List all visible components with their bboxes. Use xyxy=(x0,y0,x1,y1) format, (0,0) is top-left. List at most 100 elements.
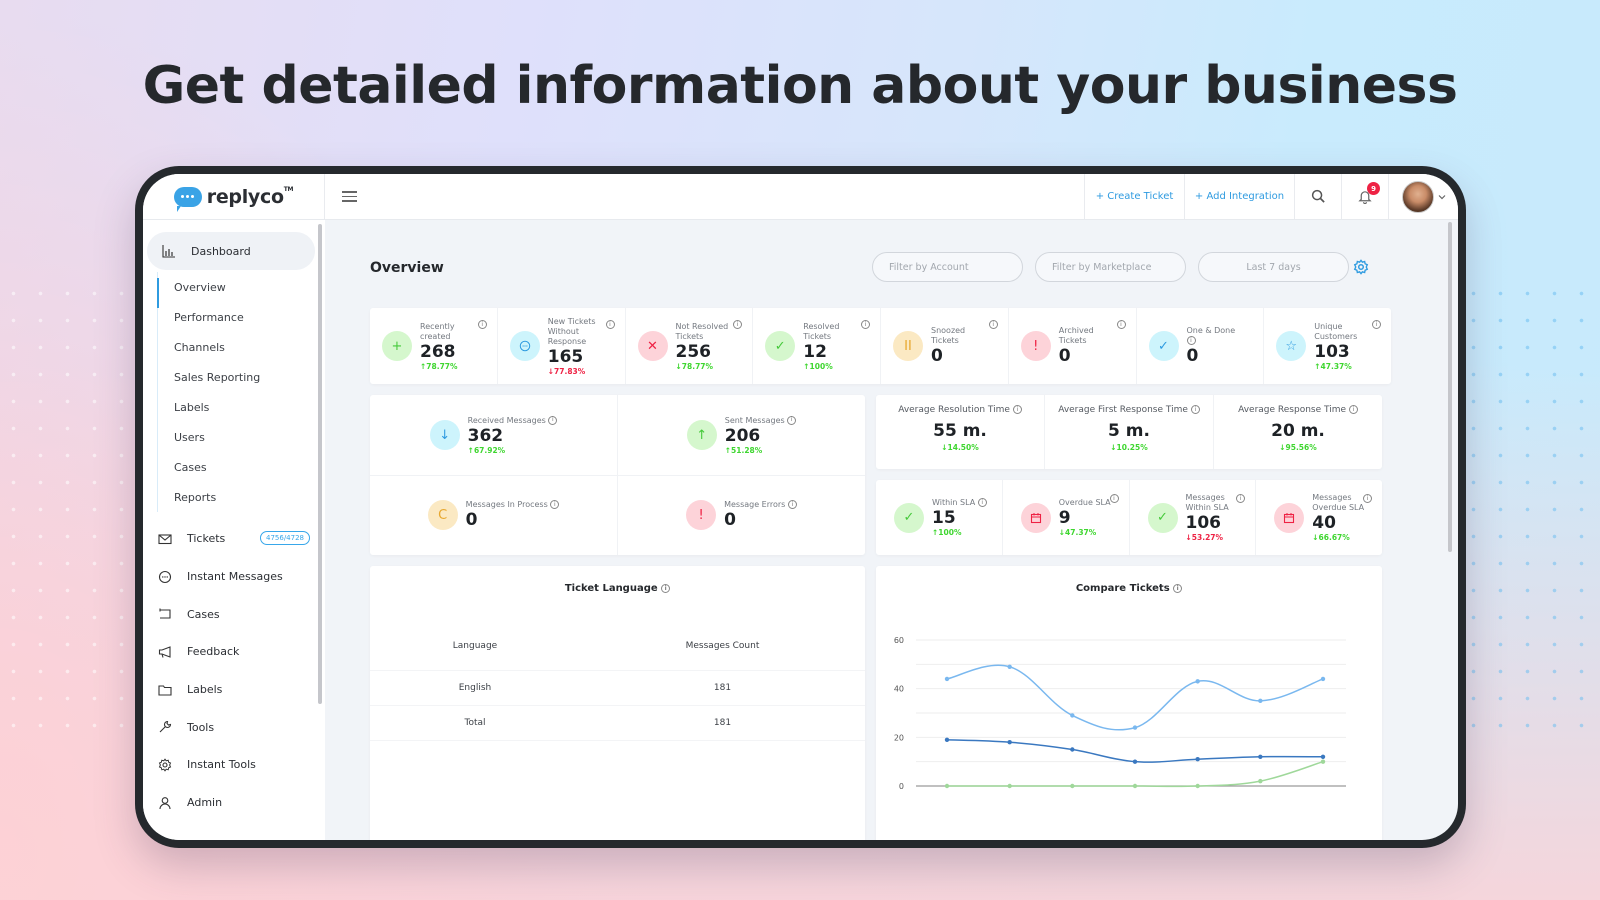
info-icon[interactable]: i xyxy=(1372,320,1381,329)
filter-by-marketplace[interactable]: Filter by Marketplace xyxy=(1035,252,1186,282)
sidebar-item-cases[interactable]: Cases xyxy=(174,460,207,474)
gear-icon xyxy=(158,758,172,772)
sidebar-scrollbar[interactable] xyxy=(318,224,322,704)
tickets-count-badge: 4756/4728 xyxy=(260,531,310,545)
sidebar-item-channels[interactable]: Channels xyxy=(174,340,225,354)
info-icon[interactable]: i xyxy=(1109,494,1119,503)
app-screen: replycoTM + Create Ticket + Add Integrat… xyxy=(143,174,1458,840)
wrench-icon xyxy=(159,721,172,733)
sidebar: Dashboard Overview Performance Channels … xyxy=(143,220,325,840)
info-icon[interactable]: i xyxy=(1186,336,1196,345)
brand-logo[interactable]: replycoTM xyxy=(143,174,325,219)
main-content: Overview Filter by Account Filter by Mar… xyxy=(325,220,1458,840)
sidebar-item-labels[interactable]: Labels xyxy=(174,400,210,414)
svg-text:60: 60 xyxy=(894,636,904,645)
sidebar-item-users[interactable]: Users xyxy=(174,430,205,444)
check-icon: ✓ xyxy=(1148,331,1179,361)
hamburger-icon[interactable] xyxy=(325,174,373,219)
dashboard-submenu: Overview Performance Channels Sales Repo… xyxy=(156,272,261,512)
info-icon[interactable]: i xyxy=(787,500,797,509)
sidebar-item-label: Labels xyxy=(187,683,223,697)
chevron-down-icon xyxy=(1438,194,1445,199)
sidebar-item-label: Instant Messages xyxy=(187,570,283,584)
sidebar-item-sales-reporting[interactable]: Sales Reporting xyxy=(174,370,261,384)
megaphone-icon xyxy=(158,646,171,658)
compare-tickets-card: Compare Tickets i 0 20 40 60 xyxy=(876,566,1382,840)
info-icon[interactable]: i xyxy=(861,320,870,329)
sidebar-item-label: Cases xyxy=(187,607,220,621)
column-header-language[interactable]: Language xyxy=(370,622,580,671)
ticket-language-card: Ticket Language i Language Messages Coun… xyxy=(370,566,865,840)
stat-messages-in-process: C Messages In Process i 0 xyxy=(370,475,617,555)
sidebar-item-performance[interactable]: Performance xyxy=(174,310,244,324)
info-icon[interactable]: i xyxy=(1363,494,1372,503)
table-row: English 181 xyxy=(370,670,865,706)
device-frame: replycoTM + Create Ticket + Add Integrat… xyxy=(135,166,1466,848)
sidebar-item-cases-main[interactable]: Cases xyxy=(143,595,318,633)
sidebar-item-labels-main[interactable]: Labels xyxy=(143,671,318,709)
sidebar-item-admin[interactable]: Admin xyxy=(143,784,318,822)
sidebar-item-label: Tickets xyxy=(187,532,226,546)
info-icon[interactable]: i xyxy=(988,320,998,329)
info-icon[interactable]: i xyxy=(661,583,671,593)
svg-text:0: 0 xyxy=(899,782,904,791)
sidebar-item-label: Feedback xyxy=(187,645,240,659)
settings-gear-icon[interactable] xyxy=(1353,259,1369,275)
stat-avg-first-response: Average First Response Time i 5 m. ↓10.2… xyxy=(1045,395,1214,469)
compare-tickets-chart[interactable]: 0 20 40 60 xyxy=(876,606,1382,840)
sidebar-item-label: Tools xyxy=(187,720,215,734)
sidebar-item-overview[interactable]: Overview xyxy=(174,280,226,294)
info-icon[interactable]: i xyxy=(977,498,987,507)
pause-icon: II xyxy=(893,331,923,361)
svg-text:40: 40 xyxy=(894,685,904,694)
sidebar-item-reports[interactable]: Reports xyxy=(174,490,217,504)
info-icon[interactable]: i xyxy=(477,320,487,329)
sidebar-item-tickets[interactable]: Tickets 4756/4728 xyxy=(143,520,318,558)
ticket-stats-card: + Recently created 268 ↑78.77% i New Tic… xyxy=(370,308,1391,384)
active-indicator xyxy=(156,278,159,308)
column-header-messages-count[interactable]: Messages Count xyxy=(580,622,865,671)
sidebar-item-label: Dashboard xyxy=(191,244,251,258)
sidebar-item-instant-tools[interactable]: Instant Tools xyxy=(143,746,318,784)
search-button[interactable] xyxy=(1294,174,1341,219)
main-scrollbar[interactable] xyxy=(1448,222,1452,552)
mail-icon xyxy=(158,534,172,544)
average-times-card: Average Resolution Time i 55 m. ↓14.50% … xyxy=(876,395,1382,469)
notification-badge: 9 xyxy=(1367,182,1380,195)
messages-card: ↓ Received Messages i 362 ↑67.92% ↑ Sent… xyxy=(370,395,865,555)
add-integration-button[interactable]: + Add Integration xyxy=(1184,174,1294,219)
sidebar-item-instant-messages[interactable]: Instant Messages xyxy=(143,558,318,596)
sidebar-item-feedback[interactable]: Feedback xyxy=(143,633,318,671)
search-icon xyxy=(1311,189,1325,203)
stat-new-without-response: New Tickets Without Response 165 ↓77.83%… xyxy=(498,308,626,384)
arrow-down-icon: ↓ xyxy=(429,420,460,450)
info-icon[interactable]: i xyxy=(733,320,743,329)
date-range-select[interactable]: Last 7 days xyxy=(1198,252,1349,282)
info-icon[interactable]: i xyxy=(1173,583,1183,593)
bar-chart-icon xyxy=(162,245,175,258)
check-icon: ✓ xyxy=(1147,502,1178,533)
chat-bubble-icon xyxy=(509,331,540,361)
sidebar-item-dashboard[interactable]: Dashboard xyxy=(147,232,315,270)
chat-logo-icon xyxy=(173,186,202,212)
info-icon[interactable]: i xyxy=(1236,494,1246,503)
x-icon: ✕ xyxy=(637,331,668,361)
filter-by-account[interactable]: Filter by Account xyxy=(872,252,1023,282)
info-icon[interactable]: i xyxy=(1190,405,1200,414)
calendar-icon xyxy=(1274,502,1305,533)
notifications-button[interactable]: 9 xyxy=(1341,174,1388,219)
info-icon[interactable]: i xyxy=(1116,320,1126,329)
avatar xyxy=(1401,180,1434,213)
info-icon[interactable]: i xyxy=(550,500,560,509)
info-icon[interactable]: i xyxy=(1012,405,1022,414)
create-ticket-button[interactable]: + Create Ticket xyxy=(1084,174,1184,219)
stat-snoozed: II Snoozed Tickets 0 i xyxy=(881,308,1009,384)
stat-received-messages: ↓ Received Messages i 362 ↑67.92% xyxy=(370,395,617,475)
sidebar-item-tools[interactable]: Tools xyxy=(143,708,318,746)
info-icon[interactable]: i xyxy=(1348,405,1358,414)
stat-within-sla: ✓ Within SLA i 15 ↑100% xyxy=(876,480,1003,555)
info-icon[interactable]: i xyxy=(605,320,615,329)
info-icon[interactable]: i xyxy=(787,415,797,425)
profile-menu[interactable] xyxy=(1388,174,1458,219)
info-icon[interactable]: i xyxy=(548,415,558,425)
